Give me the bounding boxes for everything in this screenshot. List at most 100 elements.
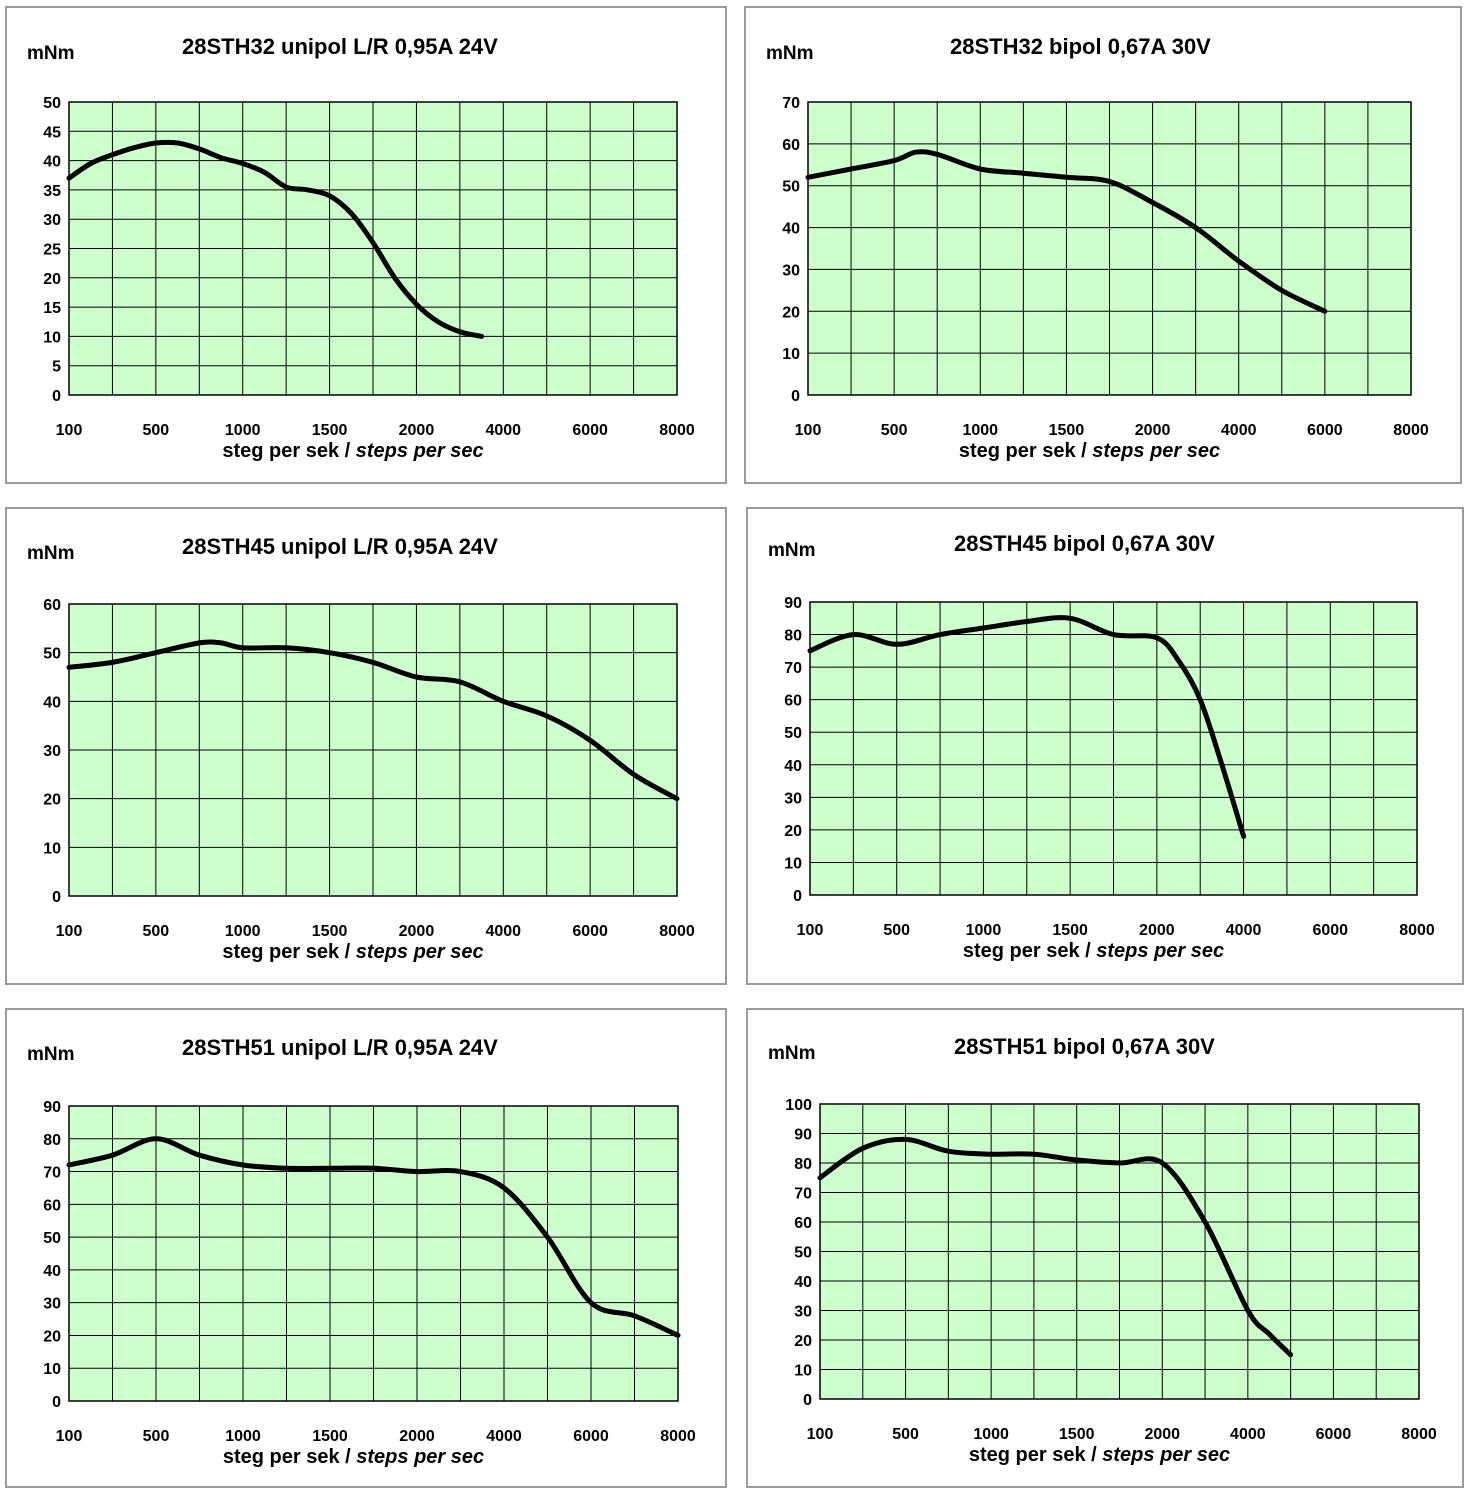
y-tick-label: 40: [43, 1263, 61, 1280]
x-axis-label-italic: steps per sec: [356, 1446, 484, 1468]
x-tick-label: 100: [56, 923, 83, 940]
x-tick-label: 4000: [1230, 1426, 1266, 1443]
x-tick-label: 500: [883, 922, 910, 939]
chart-panel-28sth51-bipol: mNm 28STH51 bipol 0,67A 30V 0 10 20 30 40 50 60 7…: [746, 1008, 1464, 1488]
y-tick-label: 40: [43, 694, 61, 711]
x-tick-label: 100: [795, 422, 822, 439]
y-tick-label: 10: [782, 346, 800, 363]
x-axis-label: steg per sek / steps per sec: [963, 940, 1224, 962]
x-tick-label: 1000: [973, 1426, 1009, 1443]
x-tick-label: 6000: [1307, 422, 1343, 439]
y-tick-label: 90: [43, 1099, 61, 1116]
y-tick-label: 10: [784, 855, 802, 872]
x-tick-label: 2000: [399, 422, 435, 439]
chart-panel-28sth32-bipol: mNm 28STH32 bipol 0,67A 30V 0 10 20 30 40 50 60 7…: [744, 6, 1462, 484]
x-tick-label: 6000: [572, 422, 608, 439]
y-tick-label: 60: [784, 693, 802, 710]
x-tick-label: 4000: [485, 422, 521, 439]
x-axis-label: steg per sek / steps per sec: [222, 941, 483, 963]
x-axis-label-normal: steg per sek /: [969, 1444, 1102, 1466]
x-tick-label: 8000: [1393, 422, 1429, 439]
y-tick-label: 30: [784, 790, 802, 807]
x-tick-label: 8000: [659, 923, 695, 940]
y-tick-label: 40: [43, 154, 61, 171]
x-tick-label: 1500: [1052, 922, 1088, 939]
y-axis-unit: mNm: [27, 43, 75, 64]
x-axis-label: steg per sek / steps per sec: [969, 1444, 1230, 1466]
y-tick-label: 80: [794, 1156, 812, 1173]
x-tick-label: 2000: [399, 1428, 435, 1445]
x-tick-label: 2000: [399, 923, 435, 940]
x-tick-label: 2000: [1135, 422, 1171, 439]
series-line-torque: [66, 139, 485, 339]
y-tick-label: 20: [782, 304, 800, 321]
series-line-torque: [807, 615, 1247, 839]
y-axis-unit: mNm: [27, 1044, 75, 1065]
y-tick-label: 10: [43, 1361, 61, 1378]
y-tick-label: 10: [794, 1363, 812, 1380]
chart-title: 28STH45 bipol 0,67A 30V: [954, 531, 1215, 556]
x-tick-label: 500: [892, 1426, 919, 1443]
chart-title: 28STH45 unipol L/R 0,95A 24V: [182, 534, 498, 559]
y-tick-label: 70: [784, 660, 802, 677]
y-tick-label: 60: [794, 1215, 812, 1232]
x-tick-label: 4000: [486, 1428, 522, 1445]
chart-svg: mNm 28STH45 bipol 0,67A 30V 0 10 20 30 40 50 60 7…: [768, 531, 1435, 962]
x-tick-label: 2000: [1144, 1426, 1180, 1443]
x-tick-label: 500: [143, 923, 170, 940]
y-tick-label: 20: [43, 271, 61, 288]
y-tick-label: 80: [43, 1132, 61, 1149]
chart-svg: mNm 28STH45 unipol L/R 0,95A 24V 0 10 20 30 40…: [27, 534, 695, 963]
x-tick-label: 500: [881, 422, 908, 439]
y-tick-label: 50: [782, 179, 800, 196]
y-tick-label: 25: [43, 242, 61, 259]
chart-svg: mNm 28STH32 bipol 0,67A 30V 0 10 20 30 40 50 60 7…: [766, 34, 1429, 462]
y-tick-label: 50: [43, 1230, 61, 1247]
y-axis-unit: mNm: [766, 43, 814, 64]
y-tick-label: 0: [791, 388, 800, 405]
y-tick-label: 20: [43, 1328, 61, 1345]
x-axis-label: steg per sek / steps per sec: [959, 440, 1220, 462]
y-tick-label: 30: [782, 262, 800, 279]
y-tick-label: 0: [793, 888, 802, 905]
y-tick-label: 0: [52, 889, 61, 906]
y-tick-label: 90: [784, 595, 802, 612]
chart-svg: mNm 28STH51 unipol L/R 0,95A 24V 0 10 20 30 40…: [27, 1035, 696, 1468]
y-tick-label: 60: [782, 137, 800, 154]
y-tick-label: 70: [43, 1165, 61, 1182]
x-tick-label: 1500: [1059, 1426, 1095, 1443]
x-tick-label: 1000: [962, 422, 998, 439]
y-tick-label: 30: [43, 1296, 61, 1313]
x-tick-label: 6000: [573, 1428, 609, 1445]
x-tick-label: 4000: [1221, 422, 1257, 439]
y-tick-label: 30: [43, 743, 61, 760]
x-tick-label: 1500: [312, 422, 348, 439]
x-tick-label: 1000: [225, 1428, 261, 1445]
y-axis-unit: mNm: [768, 540, 816, 561]
x-tick-label: 1000: [966, 922, 1002, 939]
series-line-torque: [66, 639, 680, 802]
chart-panel-28sth51-unipol: mNm 28STH51 unipol L/R 0,95A 24V 0 10 20 30 40…: [5, 1008, 727, 1488]
y-tick-label: 70: [794, 1186, 812, 1203]
series-line-torque: [805, 149, 1328, 314]
y-tick-label: 35: [43, 183, 61, 200]
y-tick-label: 10: [43, 840, 61, 857]
x-tick-label: 500: [143, 422, 170, 439]
x-tick-label: 8000: [1401, 1426, 1437, 1443]
x-tick-label: 1000: [225, 422, 261, 439]
y-axis-unit: mNm: [768, 1043, 816, 1064]
y-tick-label: 20: [43, 792, 61, 809]
x-axis-label-normal: steg per sek /: [959, 440, 1092, 462]
x-axis-label-normal: steg per sek /: [222, 941, 355, 963]
y-tick-label: 0: [52, 388, 61, 405]
x-axis-label-normal: steg per sek /: [223, 1446, 356, 1468]
y-tick-label: 40: [794, 1274, 812, 1291]
y-tick-label: 5: [52, 359, 61, 376]
x-axis-label-italic: steps per sec: [1102, 1444, 1230, 1466]
x-tick-label: 1500: [312, 923, 348, 940]
y-tick-label: 100: [785, 1097, 812, 1114]
x-tick-label: 8000: [660, 1428, 696, 1445]
x-tick-label: 100: [807, 1426, 834, 1443]
x-tick-label: 100: [56, 1428, 83, 1445]
x-axis-label-italic: steps per sec: [1096, 940, 1224, 962]
